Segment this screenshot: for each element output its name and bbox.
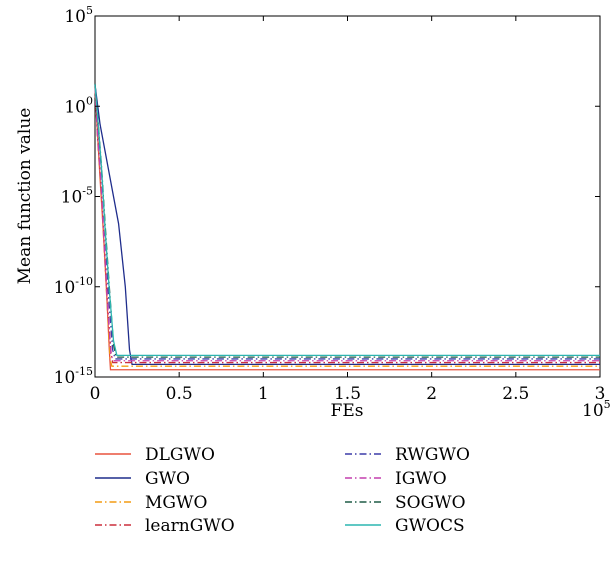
y-tick-label-exp: -15 (75, 365, 93, 378)
y-tick-label-base: 10 (61, 188, 83, 208)
series-layer (94, 83, 600, 371)
y-tick-label-base: 10 (64, 7, 86, 27)
series-line-learngwo (94, 85, 600, 364)
legend-label-igwo: IGWO (395, 469, 447, 489)
x-axis-multiplier: 105 (582, 398, 611, 421)
y-tick-label-base: 10 (54, 278, 76, 298)
series-line-dlgwo (94, 86, 600, 371)
legend-label-mgwo: MGWO (145, 493, 207, 513)
x-tick-label: 1.5 (334, 384, 361, 404)
legend-label-rwgwo: RWGWO (395, 445, 470, 465)
y-tick-label-exp: -5 (82, 185, 93, 198)
x-tick-label: 2 (426, 384, 437, 404)
legend-label-dlgwo: DLGWO (145, 445, 215, 465)
series-line-sogwo (94, 83, 600, 358)
series-line-mgwo (94, 86, 600, 367)
x-tick-label: 0.5 (166, 384, 193, 404)
series-line-rwgwo (94, 84, 600, 360)
y-tick-label-exp: 0 (86, 94, 93, 107)
y-tick-label: 105 (64, 4, 93, 27)
x-tick-label: 3 (595, 384, 606, 404)
y-tick-label: 10-5 (61, 185, 93, 208)
x-axis-multiplier-exp: 5 (604, 398, 611, 411)
y-tick-label: 10-10 (54, 275, 93, 298)
y-tick-label-exp: 5 (86, 4, 93, 17)
x-tick-label: 0 (90, 384, 101, 404)
legend: DLGWO GWO MGWO learnGWO RWGWO IGWO SOGWO GWOCS (95, 445, 470, 536)
series-line-gwocs (94, 84, 600, 356)
y-tick-label: 10-15 (54, 365, 93, 388)
x-axis-multiplier-base: 10 (582, 401, 604, 421)
legend-label-sogwo: SOGWO (395, 493, 466, 513)
y-tick-label-base: 10 (54, 368, 76, 388)
x-tick-label: 1 (258, 384, 269, 404)
legend-label-gwo: GWO (145, 469, 190, 489)
x-tick-label: 2.5 (502, 384, 529, 404)
legend-label-learngwo: learnGWO (145, 516, 235, 536)
series-line-igwo (94, 86, 600, 362)
plot-frame (94, 15, 601, 378)
series-line-gwo (94, 84, 600, 366)
legend-label-gwocs: GWOCS (395, 516, 465, 536)
y-tick-label-base: 10 (64, 97, 86, 117)
y-tick-label-exp: -10 (75, 275, 93, 288)
y-axis-label: Mean function value (15, 108, 35, 285)
x-axis-label: FEs (331, 401, 364, 421)
y-tick-label: 100 (64, 94, 93, 117)
